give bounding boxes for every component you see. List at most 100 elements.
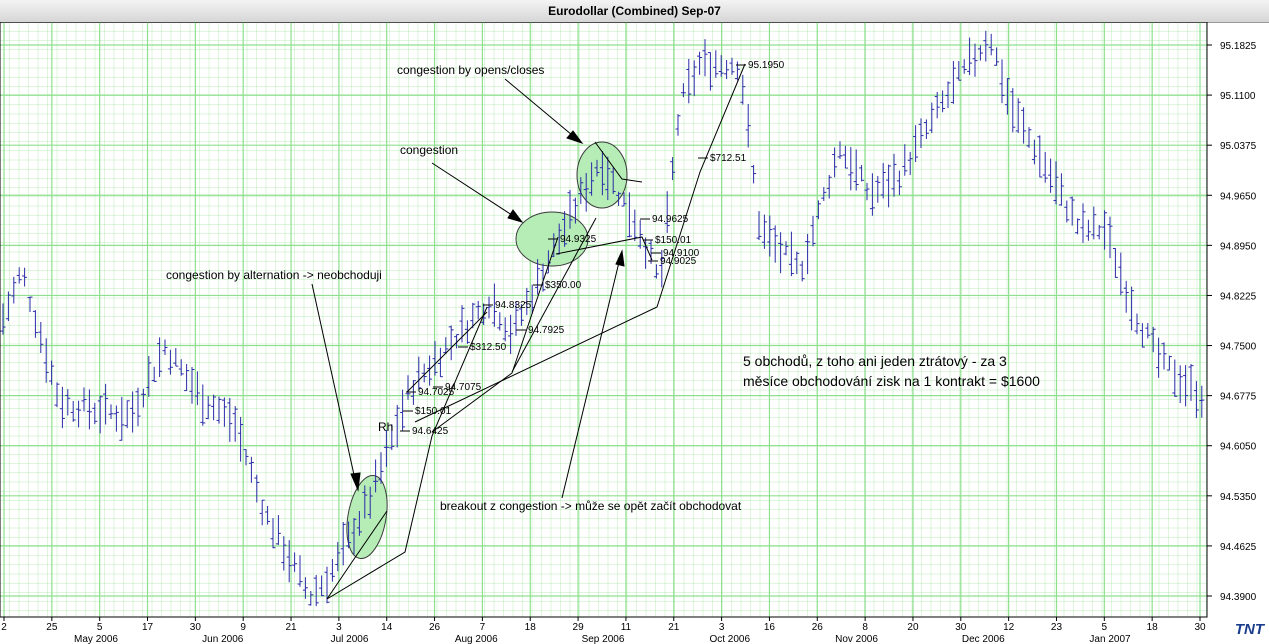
y-tick-label: 95.1100 <box>1220 91 1256 102</box>
trade-label: 94.9325 <box>560 234 597 245</box>
ohlc-bar <box>907 151 913 176</box>
ohlc-bar <box>1156 337 1162 378</box>
ohlc-bar <box>157 337 163 378</box>
x-tick-label: 2 <box>1 622 7 633</box>
ohlc-bar <box>1080 203 1086 243</box>
ohlc-bar <box>745 103 751 148</box>
arrow-opens <box>504 78 579 141</box>
ohlc-bar <box>97 395 103 434</box>
ohlc-bar <box>319 575 325 597</box>
ohlc-bar <box>286 540 292 583</box>
x-month-label: Jan 2007 <box>1089 634 1131 644</box>
y-tick-label: 95.1825 <box>1220 41 1257 52</box>
ohlc-bar <box>983 30 989 62</box>
ohlc-bar <box>913 125 919 162</box>
trade-label: 94.9100 <box>663 248 700 259</box>
ohlc-bar <box>351 517 357 555</box>
ohlc-bar <box>243 449 249 466</box>
ohlc-bar <box>610 167 616 194</box>
ohlc-bar <box>178 359 184 376</box>
ohlc-bar <box>43 338 49 383</box>
trade-label: $712.51 <box>710 153 747 164</box>
ohlc-bar <box>934 91 940 119</box>
ohlc-bar <box>0 303 6 335</box>
tnt-logo: TNT <box>1234 621 1264 638</box>
ohlc-bar <box>626 192 632 238</box>
y-tick-label: 94.4625 <box>1220 542 1257 553</box>
ohlc-bar <box>621 192 627 207</box>
ohlc-bar <box>950 61 956 104</box>
ohlc-bar <box>346 521 352 549</box>
arrow-breakout <box>561 257 621 499</box>
annotation-alternation: congestion by alternation -> neobchoduji <box>166 268 382 282</box>
x-tick-label: 26 <box>429 622 441 633</box>
ohlc-bar <box>1112 247 1118 278</box>
ohlc-bar <box>313 575 319 607</box>
ohlc-bar <box>583 173 589 212</box>
ohlc-bar <box>103 383 109 425</box>
ohlc-bar <box>664 191 670 233</box>
ohlc-bar <box>184 364 190 392</box>
ohlc-bar <box>86 389 92 430</box>
ohlc-bar <box>1102 210 1108 250</box>
ohlc-bar <box>421 363 427 383</box>
ohlc-bar <box>1042 151 1048 183</box>
ohlc-bar <box>124 400 130 429</box>
ohlc-bar <box>740 74 746 105</box>
ohlc-bar <box>783 241 789 256</box>
ohlc-bar <box>92 402 98 425</box>
ohlc-bar <box>470 302 476 329</box>
ohlc-bar <box>146 355 152 397</box>
x-tick-label: 20 <box>907 622 919 633</box>
congestion-ellipse-jul <box>346 475 388 559</box>
y-axis: 95.1825 95.1100 95.0375 94.9650 94.8950 94.82… <box>1207 41 1257 603</box>
ohlc-bar <box>572 197 578 224</box>
ohlc-bar <box>1010 88 1016 133</box>
ohlc-bar <box>32 310 38 338</box>
ohlc-bar <box>130 391 136 433</box>
ohlc-bar <box>329 559 335 582</box>
ohlc-bar <box>848 147 854 191</box>
trade-line-7 <box>511 217 597 373</box>
ohlc-bar <box>1123 280 1129 313</box>
ohlc-bar <box>292 552 298 572</box>
ohlc-bar <box>659 249 665 288</box>
trade-label: $150.01 <box>415 406 452 417</box>
ohlc-bar <box>821 187 827 202</box>
ohlc-bar <box>232 406 238 442</box>
x-tick-label: 29 <box>573 622 585 633</box>
ohlc-bar <box>1107 216 1113 259</box>
ohlc-bar <box>302 577 308 599</box>
ohlc-bar <box>259 499 265 526</box>
ohlc-bar <box>502 317 508 342</box>
ohlc-bar <box>135 387 141 427</box>
chart-title: Eurodollar (Combined) Sep-07 <box>0 0 1269 23</box>
x-month-label: May 2006 <box>74 634 118 644</box>
ohlc-bar <box>832 147 838 178</box>
x-tick-label: 3 <box>336 622 342 633</box>
ohlc-bar <box>713 50 719 78</box>
ohlc-bar <box>578 177 584 204</box>
ohlc-bar <box>221 397 227 427</box>
ohlc-bar <box>335 542 341 572</box>
x-tick-label: 5 <box>97 622 103 633</box>
annotation-summary-1: 5 obchodů, z toho ani jeden ztrátový - z… <box>743 353 1007 369</box>
ohlc-bar <box>432 341 438 376</box>
ohlc-bar <box>200 384 206 426</box>
ohlc-bar <box>891 153 897 197</box>
ohlc-bar <box>929 102 935 134</box>
ohlc-bar <box>227 397 233 442</box>
trade-label: 94.6425 <box>412 426 449 437</box>
x-tick-label: 23 <box>1051 622 1063 633</box>
ohlc-bar <box>65 389 71 416</box>
ohlc-bar <box>281 536 287 571</box>
x-tick-label: 12 <box>1003 622 1015 633</box>
ohlc-bar <box>508 314 514 355</box>
ohlc-bar <box>1015 98 1021 133</box>
price-bars <box>0 30 1205 607</box>
ohlc-bar <box>308 590 314 606</box>
ohlc-bar <box>297 555 303 587</box>
ohlc-bar <box>562 211 568 247</box>
ohlc-bar <box>151 366 157 382</box>
ohlc-bar <box>799 260 805 282</box>
